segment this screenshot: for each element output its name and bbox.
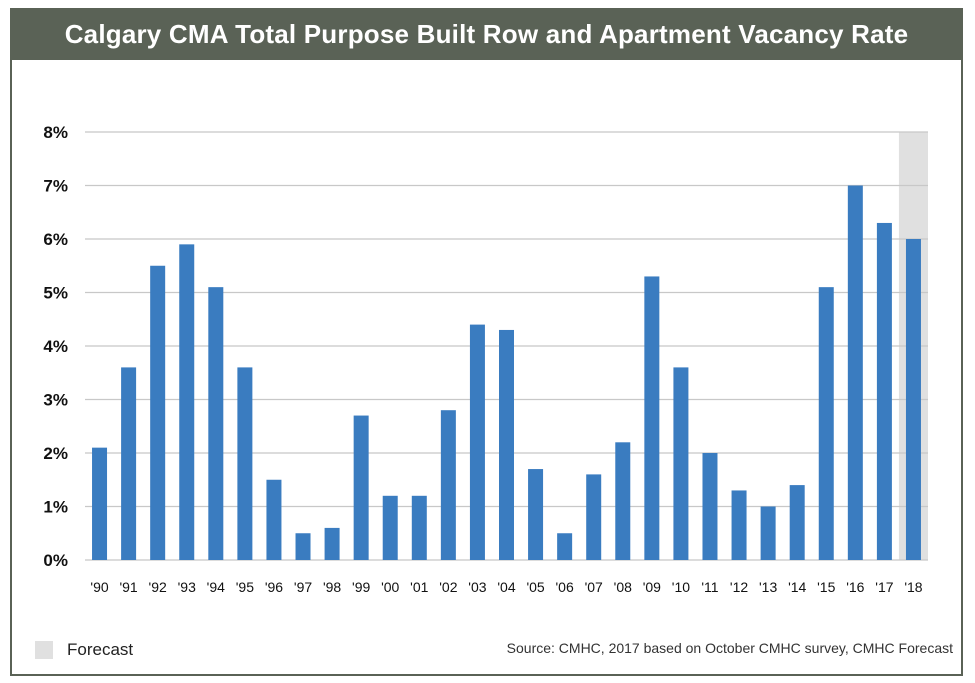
x-tick-label: '06 — [556, 579, 574, 595]
bar — [208, 287, 224, 560]
bar — [528, 469, 544, 560]
bar — [121, 367, 137, 560]
x-tick-label: '03 — [468, 579, 486, 595]
y-tick-label: 6% — [43, 230, 68, 249]
legend-label: Forecast — [67, 640, 134, 659]
chart-title: Calgary CMA Total Purpose Built Row and … — [64, 18, 909, 49]
x-tick-label: '15 — [817, 579, 835, 595]
y-tick-label: 7% — [43, 177, 68, 196]
bar — [440, 410, 456, 560]
bar — [760, 506, 776, 560]
chart-frame — [10, 8, 963, 676]
bar — [731, 490, 747, 560]
bar — [615, 442, 631, 560]
x-tick-label: '09 — [643, 579, 661, 595]
x-tick-label: '07 — [585, 579, 603, 595]
y-tick-label: 8% — [43, 123, 68, 142]
x-tick-label: '97 — [294, 579, 312, 595]
x-tick-label: '91 — [119, 579, 137, 595]
y-tick-label: 2% — [43, 444, 68, 463]
bar — [179, 244, 195, 560]
x-tick-label: '11 — [701, 579, 718, 595]
bar — [469, 324, 485, 560]
x-tick-label: '13 — [759, 579, 777, 595]
x-tick-label: '12 — [730, 579, 748, 595]
bar — [586, 474, 602, 560]
bar — [789, 485, 805, 560]
x-tick-label: '01 — [410, 579, 428, 595]
x-tick-label: '96 — [265, 579, 283, 595]
bar — [295, 533, 311, 560]
x-tick-label: '17 — [875, 579, 893, 595]
y-tick-label: 5% — [43, 284, 68, 303]
x-tick-label: '98 — [323, 579, 341, 595]
x-tick-label: '18 — [904, 579, 922, 595]
x-tick-label: '95 — [236, 579, 254, 595]
x-tick-label: '14 — [788, 579, 806, 595]
bar — [847, 185, 863, 560]
bar — [818, 287, 834, 560]
x-tick-label: '90 — [90, 579, 108, 595]
legend: Forecast — [35, 640, 133, 660]
y-tick-label: 0% — [43, 551, 68, 570]
x-tick-label: '94 — [207, 579, 225, 595]
x-tick-label: '05 — [526, 579, 544, 595]
bar — [702, 453, 718, 560]
bar — [411, 495, 427, 560]
bar — [266, 479, 282, 560]
x-tick-label: '99 — [352, 579, 370, 595]
x-tick-label: '10 — [672, 579, 690, 595]
bar — [150, 265, 166, 560]
bar — [237, 367, 253, 560]
bar — [557, 533, 573, 560]
forecast-swatch — [35, 641, 53, 659]
x-tick-label: '08 — [614, 579, 632, 595]
source-note: Source: CMHC, 2017 based on October CMHC… — [506, 640, 953, 656]
bar — [876, 222, 892, 560]
x-tick-label: '02 — [439, 579, 457, 595]
title-bar: Calgary CMA Total Purpose Built Row and … — [10, 8, 963, 60]
y-tick-label: 1% — [43, 498, 68, 517]
bar — [353, 415, 369, 560]
bar — [499, 329, 514, 560]
x-tick-label: '04 — [497, 579, 515, 595]
y-tick-label: 3% — [43, 391, 68, 410]
x-tick-label: '00 — [381, 579, 399, 595]
bar — [324, 527, 340, 560]
bar — [673, 367, 689, 560]
bar — [382, 495, 398, 560]
x-tick-label: '93 — [178, 579, 196, 595]
bar — [644, 276, 660, 560]
bar — [905, 239, 921, 560]
bar — [92, 447, 108, 560]
x-tick-label: '16 — [846, 579, 864, 595]
x-tick-label: '92 — [149, 579, 167, 595]
y-tick-label: 4% — [43, 337, 68, 356]
